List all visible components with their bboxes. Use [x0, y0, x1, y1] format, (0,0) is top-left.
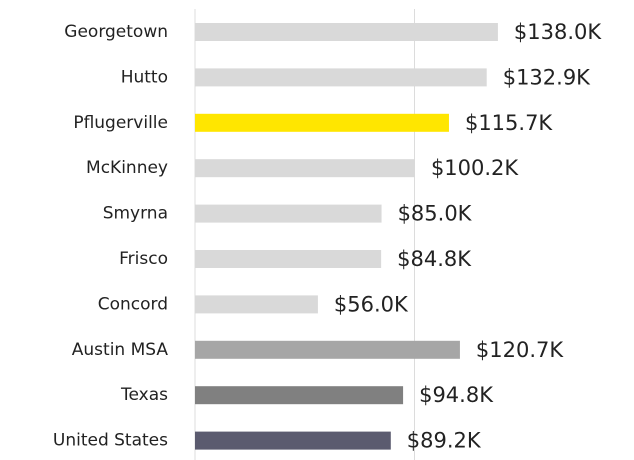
- bar: [195, 340, 460, 359]
- category-label: Concord: [98, 294, 168, 314]
- bar: [195, 159, 415, 178]
- bar: [195, 295, 318, 314]
- category-label: Frisco: [119, 249, 168, 269]
- value-label: $56.0K: [334, 292, 409, 316]
- value-label: $120.7K: [476, 338, 564, 362]
- category-label: McKinney: [86, 158, 168, 178]
- value-label: $100.2K: [431, 156, 519, 180]
- value-label: $138.0K: [514, 20, 602, 44]
- value-label: $132.9K: [503, 65, 591, 89]
- bar: [195, 204, 382, 223]
- value-label: $94.8K: [419, 383, 494, 407]
- bar: [195, 113, 449, 132]
- category-label: Texas: [120, 385, 168, 405]
- value-label: $89.2K: [407, 429, 482, 453]
- category-label: Austin MSA: [72, 340, 169, 360]
- value-label: $115.7K: [465, 111, 553, 135]
- bar: [195, 68, 487, 87]
- bar: [195, 431, 391, 450]
- value-label: $84.8K: [397, 247, 472, 271]
- bar: [195, 386, 404, 405]
- category-label: Hutto: [121, 67, 168, 87]
- category-label: United States: [53, 431, 168, 451]
- category-label: Pflugerville: [73, 113, 168, 133]
- value-label: $85.0K: [398, 202, 473, 226]
- bar: [195, 250, 382, 268]
- category-label: Smyrna: [103, 204, 168, 224]
- category-label: Georgetown: [64, 22, 168, 42]
- bar: [195, 23, 498, 41]
